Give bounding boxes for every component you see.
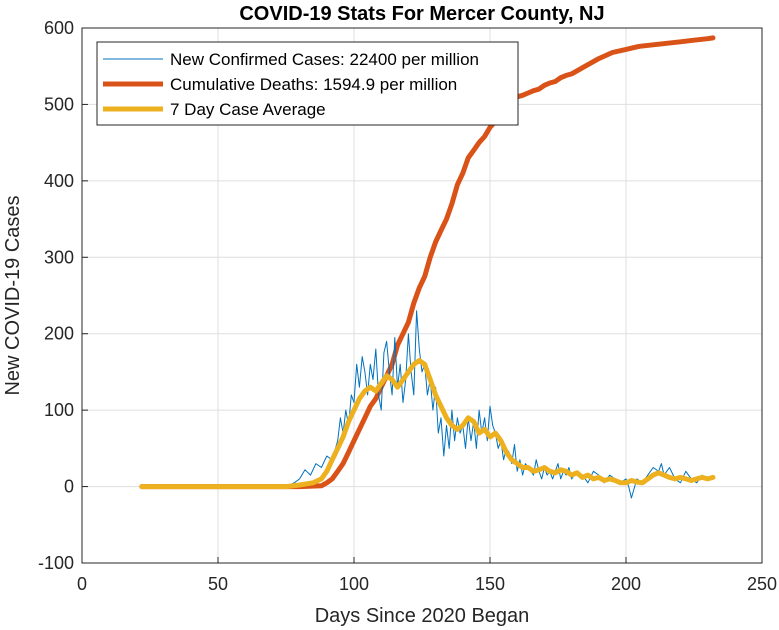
chart-title: COVID-19 Stats For Mercer County, NJ	[239, 3, 604, 25]
series-line-2	[139, 358, 716, 490]
y-tick-label: 200	[44, 324, 74, 344]
y-tick-label: 300	[44, 247, 74, 267]
x-tick-label: 0	[77, 574, 87, 594]
y-axis-title: New COVID-19 Cases	[2, 195, 24, 395]
x-tick-label: 150	[475, 574, 505, 594]
plot-frame	[81, 27, 763, 564]
x-tick-label: 200	[611, 574, 641, 594]
legend-label-0: New Confirmed Cases: 22400 per million	[170, 50, 479, 69]
y-tick-label: -100	[38, 553, 74, 573]
x-axis-title: Days Since 2020 Began	[315, 605, 530, 627]
x-tick-label: 100	[339, 574, 369, 594]
x-tick-label: 250	[747, 574, 777, 594]
legend: New Confirmed Cases: 22400 per million Cu…	[96, 41, 519, 126]
series-line-1	[139, 35, 716, 490]
y-tick-label: 600	[44, 18, 74, 38]
legend-label-2: 7 Day Case Average	[170, 100, 326, 119]
series-layer	[139, 35, 716, 499]
legend-label-1: Cumulative Deaths: 1594.9 per million	[170, 75, 457, 94]
y-tick-label: 0	[64, 477, 74, 497]
x-tick-label: 50	[208, 574, 228, 594]
y-tick-label: 500	[44, 94, 74, 114]
legend-box	[96, 41, 519, 126]
y-tick-label: 400	[44, 171, 74, 191]
y-tick-label: 100	[44, 400, 74, 420]
